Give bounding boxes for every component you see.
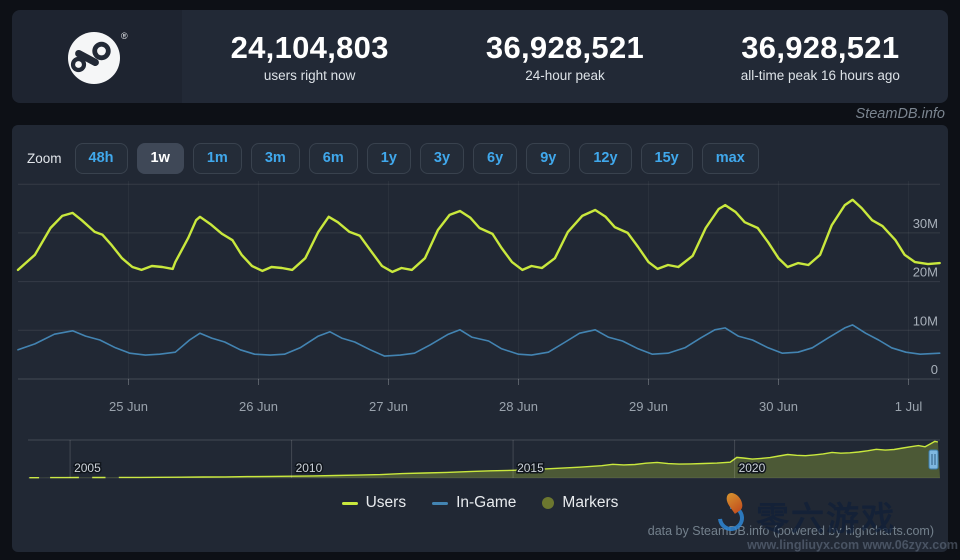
chart-panel: 25 Jun 26 Jun 27 Jun 28 Jun 29 Jun 30 Jun 1 Ju…: [12, 125, 948, 552]
zoom-toolbar: Zoom 48h 1w 1m 3m 6m 1y 3y 6y 9y 12y 15y max: [27, 143, 759, 174]
zoom-button-48h[interactable]: 48h: [74, 143, 128, 174]
x-axis-label: 27 Jun: [369, 399, 408, 414]
x-axis-label: 30 Jun: [759, 399, 798, 414]
ingame-series-line: [17, 324, 941, 357]
navigator-year-label: 2010: [296, 461, 323, 475]
users-series-line: [16, 198, 941, 274]
zoom-button-3y[interactable]: 3y: [419, 143, 465, 174]
navigator-series-line: [29, 440, 939, 479]
x-axis-label: 25 Jun: [109, 399, 148, 414]
zoom-button-6m[interactable]: 6m: [308, 143, 358, 174]
chart-legend: Users In-Game Markers: [12, 494, 948, 512]
stat-users-right-now: 24,104,803 users right now: [182, 30, 437, 84]
legend-item-in-game[interactable]: In-Game: [432, 494, 516, 512]
zoom-button-12y[interactable]: 12y: [579, 143, 632, 174]
24h-peak-label: 24-hour peak: [525, 68, 605, 84]
stat-24h-peak: 36,928,521 24-hour peak: [437, 30, 692, 84]
all-time-peak-label: all-time peak 16 hours ago: [740, 68, 900, 84]
x-axis-label: 1 Jul: [895, 399, 923, 414]
all-time-peak-value: 36,928,521: [741, 29, 900, 65]
zoom-label: Zoom: [27, 151, 62, 166]
y-axis-label: 0: [931, 362, 938, 377]
y-axis-label: 20M: [913, 265, 938, 280]
steam-logo-box: ®: [12, 10, 182, 103]
24h-peak-value: 36,928,521: [485, 29, 645, 65]
zoom-buttons-group: 48h 1w 1m 3m 6m 1y 3y 6y 9y 12y 15y max: [74, 143, 759, 174]
legend-line-swatch: [341, 501, 358, 505]
navigator-year-label: 2020: [739, 461, 766, 475]
zoom-button-1y[interactable]: 1y: [366, 143, 411, 174]
zoom-button-9y[interactable]: 9y: [526, 143, 571, 174]
users-right-now-value: 24,104,803: [230, 29, 389, 65]
legend-label: Markers: [562, 494, 619, 511]
zoom-button-15y[interactable]: 15y: [640, 143, 693, 174]
legend-label: In-Game: [456, 494, 517, 511]
y-axis-label: 10M: [913, 313, 938, 328]
drag-handle-icon: [928, 449, 939, 470]
navigator-year-label: 2005: [74, 461, 101, 475]
zoom-button-3m[interactable]: 3m: [250, 143, 300, 174]
y-axis-label: 30M: [913, 216, 938, 231]
legend-circle-swatch: [542, 497, 555, 509]
x-axis-label: 29 Jun: [629, 399, 668, 414]
zoom-button-1w[interactable]: 1w: [136, 143, 184, 174]
x-axis-label: 26 Jun: [239, 399, 278, 414]
zoom-button-1m[interactable]: 1m: [192, 143, 242, 174]
stat-all-time-peak: 36,928,521 all-time peak 16 hours ago: [693, 30, 948, 84]
x-axis-label: 28 Jun: [499, 399, 538, 414]
legend-line-swatch: [432, 501, 449, 505]
navigator-year-label: 2015: [517, 461, 544, 475]
legend-item-markers[interactable]: Markers: [542, 494, 618, 512]
navigator-series-area: [29, 441, 941, 478]
stats-header-panel: ® 24,104,803 users right now 36,928,521 …: [12, 10, 948, 103]
navigator-handle[interactable]: [928, 449, 939, 470]
chart-credits: data by SteamDB.info (powered by highcha…: [647, 524, 934, 538]
zoom-button-max[interactable]: max: [701, 143, 759, 174]
legend-item-users[interactable]: Users: [341, 494, 407, 512]
steamdb-site-label: SteamDB.info: [855, 106, 945, 122]
steam-logo: ®: [68, 31, 128, 84]
zoom-button-6y[interactable]: 6y: [473, 143, 518, 174]
legend-label: Users: [365, 494, 407, 511]
stock-chart-svg[interactable]: 25 Jun 26 Jun 27 Jun 28 Jun 29 Jun 30 Jun 1 Ju…: [12, 125, 948, 552]
stats-group: 24,104,803 users right now 36,928,521 24…: [182, 30, 948, 84]
registered-mark: ®: [121, 31, 128, 41]
users-right-now-label: users right now: [263, 68, 356, 84]
